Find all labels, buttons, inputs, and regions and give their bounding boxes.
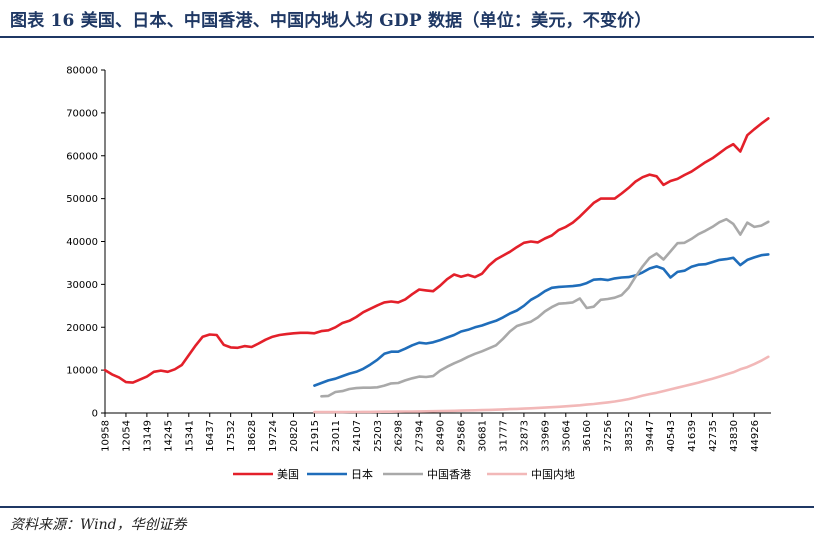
figure-title: 图表 16 美国、日本、中国香港、中国内地人均 GDP 数据（单位：美元，不变价… <box>10 11 652 31</box>
x-tick-label: 28490 <box>436 420 447 452</box>
x-tick-label: 42735 <box>708 420 719 452</box>
x-tick-label: 17532 <box>226 420 237 452</box>
legend-label: 中国香港 <box>427 468 471 481</box>
chart-legend: 美国 日本 中国香港 中国内地 <box>233 467 575 481</box>
x-tick-label: 27394 <box>415 420 426 452</box>
x-tick-label: 23011 <box>331 420 342 452</box>
x-tick-label: 29586 <box>457 420 468 452</box>
chart-axes: 0 10000 20000 30000 40000 50000 60000 70000 8000… <box>66 66 771 452</box>
legend-label: 日本 <box>351 467 373 481</box>
x-tick-label: 31777 <box>498 420 509 452</box>
series-line-中国香港 <box>320 217 770 398</box>
series-line-中国内地 <box>313 355 770 414</box>
x-tick-label: 14245 <box>163 420 174 452</box>
x-tick-label: 19724 <box>268 420 279 452</box>
title-rule <box>0 36 814 38</box>
x-tick-label: 40543 <box>666 420 677 452</box>
x-tick-label: 12054 <box>121 420 132 452</box>
legend-label: 中国内地 <box>531 467 575 481</box>
y-tick-label: 10000 <box>66 366 98 377</box>
x-tick-label: 32873 <box>519 420 530 452</box>
x-tick-label: 41639 <box>687 420 698 452</box>
y-tick-label: 80000 <box>66 66 98 77</box>
x-tick-label: 21915 <box>310 420 321 452</box>
legend-label: 美国 <box>277 468 299 481</box>
x-tick-label: 43830 <box>729 420 740 452</box>
chart-series-lines <box>103 117 770 414</box>
x-tick-label: 10958 <box>101 420 112 452</box>
x-tick-label: 25203 <box>373 420 384 452</box>
x-tick-label: 15341 <box>184 420 195 452</box>
series-line-美国 <box>103 117 770 384</box>
y-tick-label: 60000 <box>66 151 98 162</box>
y-tick-label: 0 <box>92 409 98 420</box>
x-tick-label: 18628 <box>247 420 258 452</box>
x-tick-label: 24107 <box>352 420 363 452</box>
source-note: 资料来源：Wind，华创证券 <box>10 517 187 533</box>
x-tick-label: 39447 <box>645 420 656 452</box>
x-tick-label: 36160 <box>582 420 593 452</box>
x-tick-label: 30681 <box>478 420 489 452</box>
x-tick-label: 35064 <box>561 420 572 452</box>
x-tick-label: 16437 <box>205 420 216 452</box>
x-tick-label: 37256 <box>603 420 614 452</box>
y-tick-label: 40000 <box>66 237 98 248</box>
x-tick-label: 20820 <box>289 420 300 452</box>
x-tick-label: 33969 <box>540 420 551 452</box>
x-tick-label: 26298 <box>394 420 405 452</box>
x-tick-label: 38352 <box>624 420 635 452</box>
y-tick-label: 30000 <box>66 280 98 291</box>
footer-rule <box>0 506 814 508</box>
x-tick-label: 44926 <box>750 420 761 452</box>
y-tick-label: 50000 <box>66 194 98 205</box>
x-tick-label: 13149 <box>142 420 153 452</box>
y-tick-label: 20000 <box>66 323 98 334</box>
series-line-日本 <box>313 253 770 387</box>
y-tick-label: 70000 <box>66 108 98 119</box>
